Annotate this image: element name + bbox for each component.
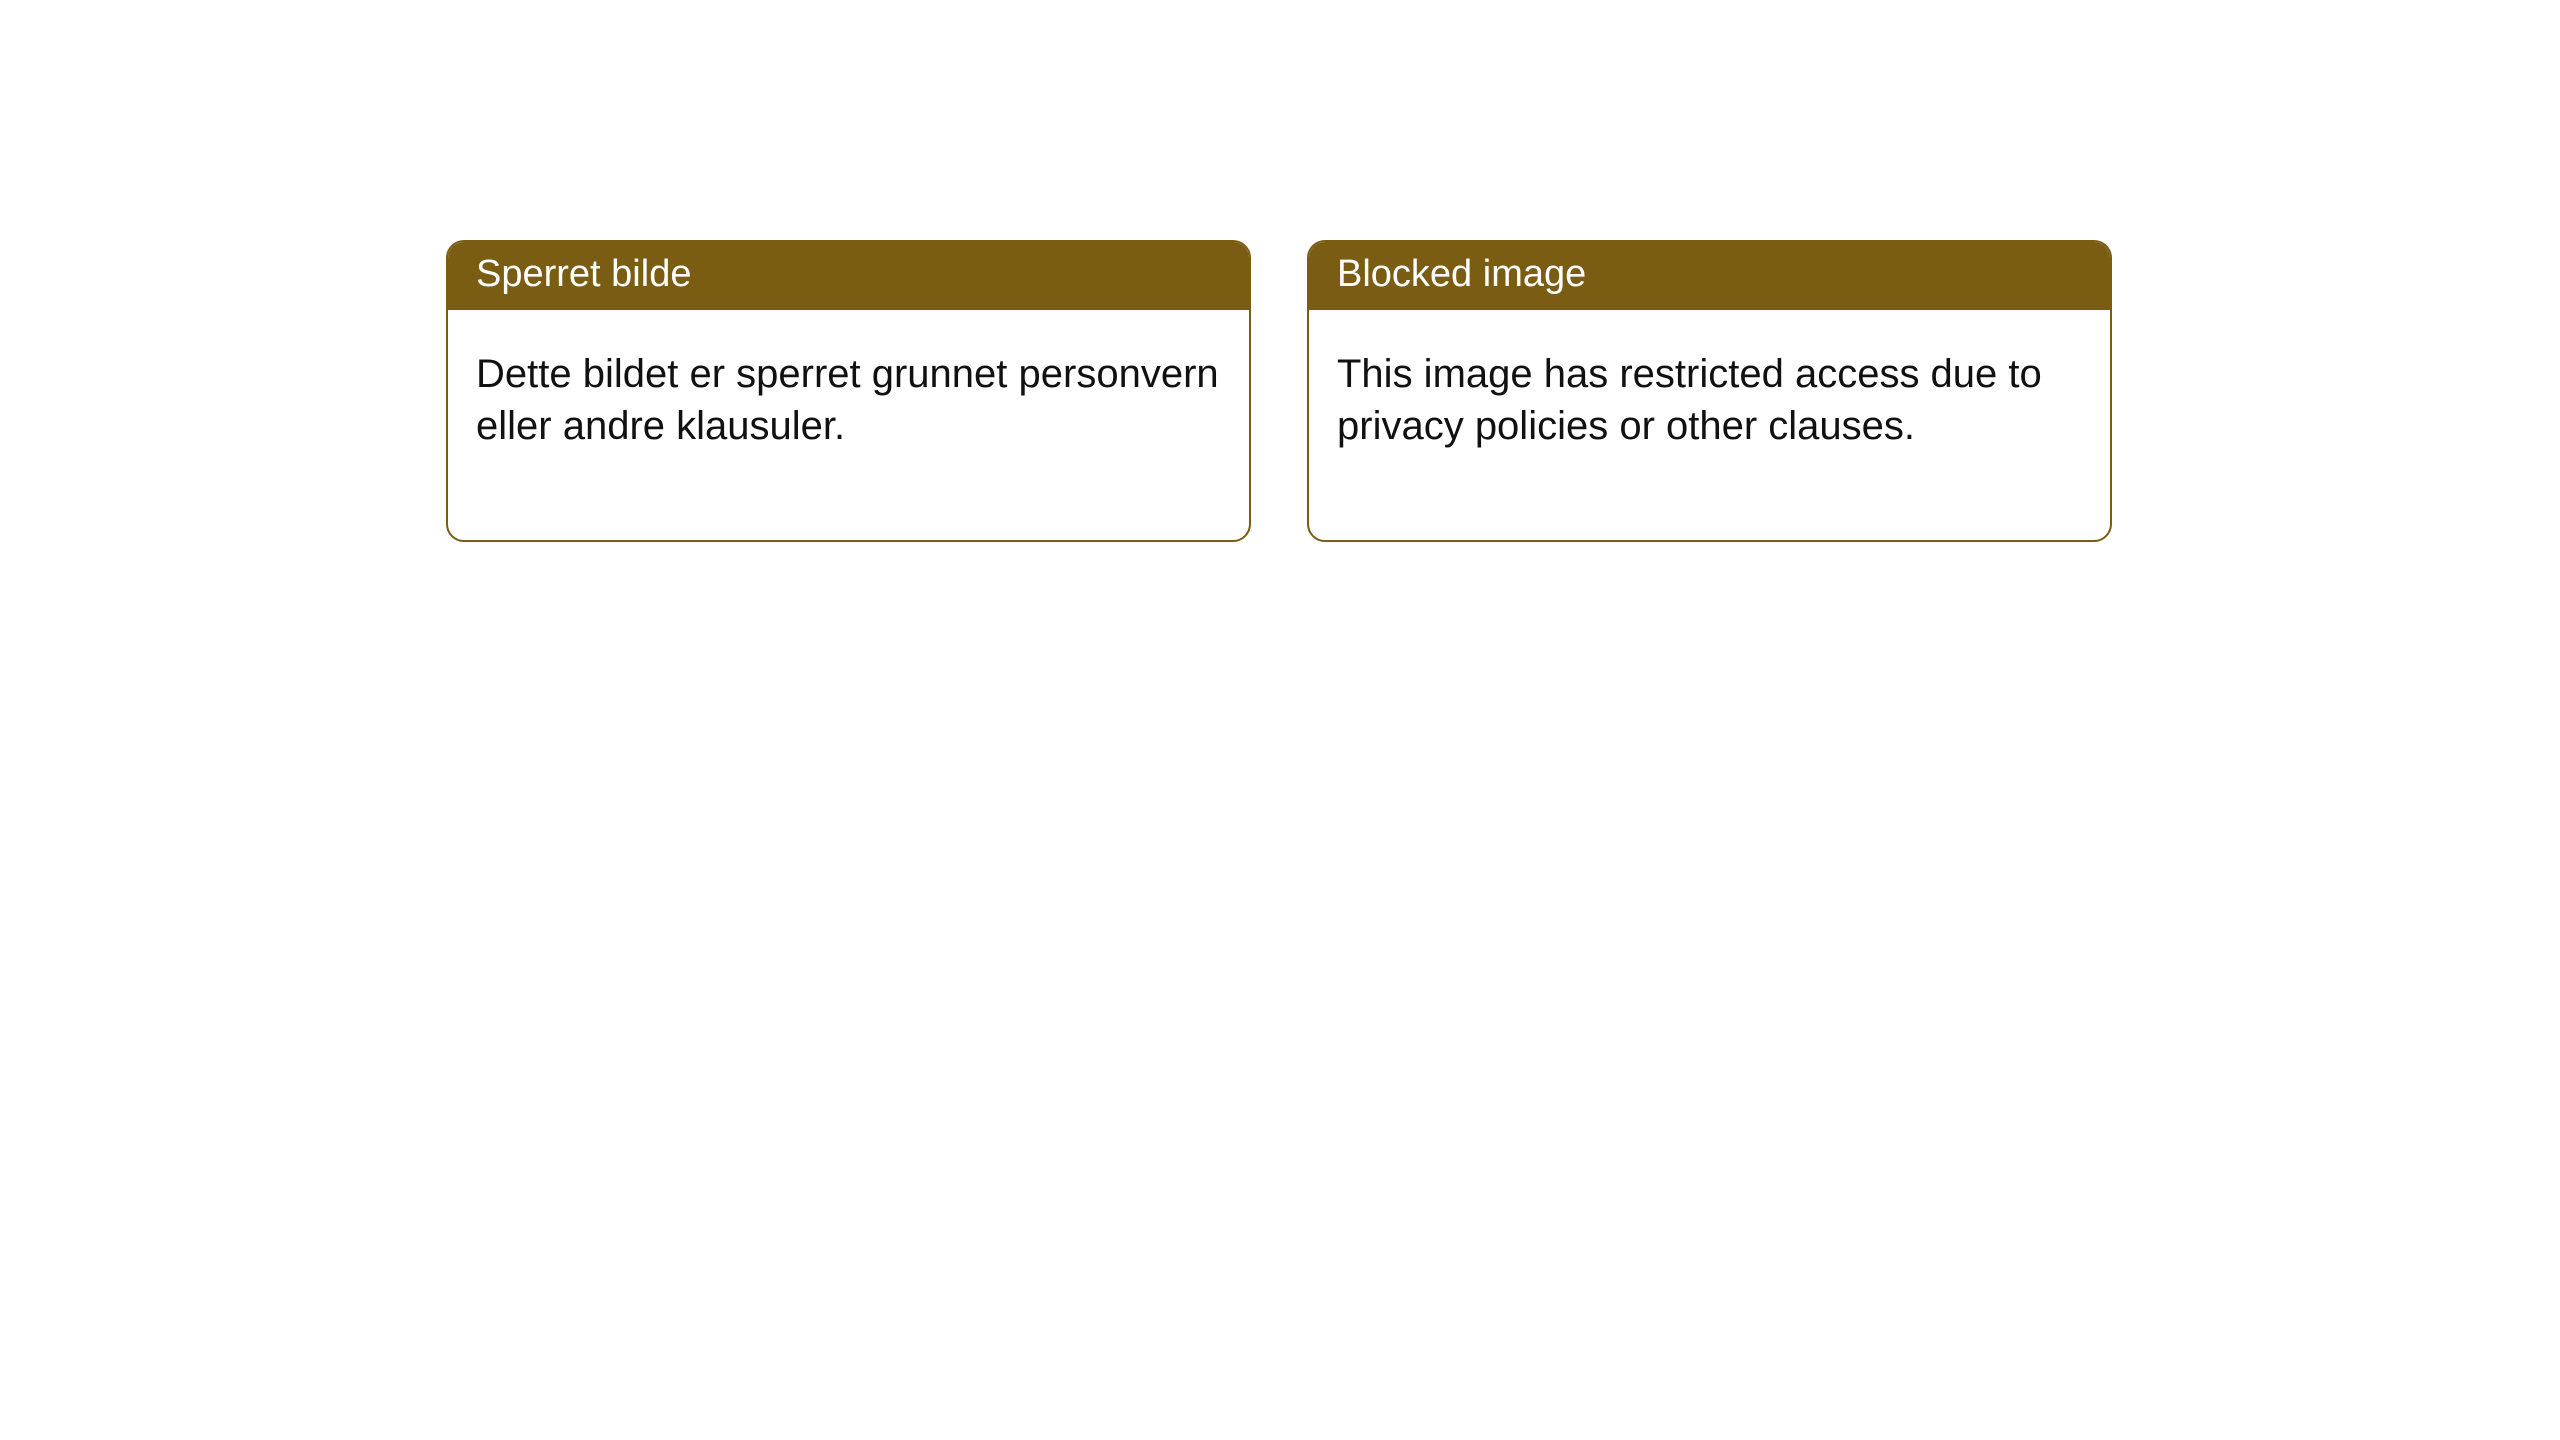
notice-cards-container: Sperret bilde Dette bildet er sperret gr… — [446, 240, 2112, 542]
notice-card-body: This image has restricted access due to … — [1309, 310, 2110, 540]
notice-card-norwegian: Sperret bilde Dette bildet er sperret gr… — [446, 240, 1251, 542]
notice-card-title: Sperret bilde — [448, 242, 1249, 310]
notice-card-title: Blocked image — [1309, 242, 2110, 310]
notice-card-body: Dette bildet er sperret grunnet personve… — [448, 310, 1249, 540]
notice-card-english: Blocked image This image has restricted … — [1307, 240, 2112, 542]
